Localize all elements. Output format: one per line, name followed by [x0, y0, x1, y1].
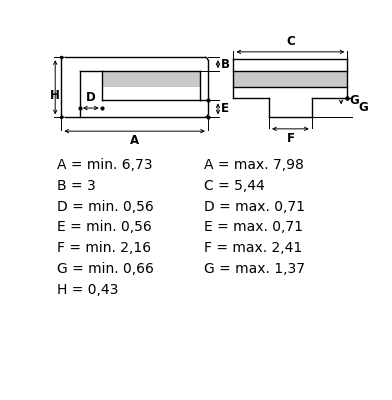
Text: F: F	[287, 132, 294, 145]
Text: H = 0,43: H = 0,43	[57, 283, 118, 297]
Text: F = min. 2,16: F = min. 2,16	[57, 241, 151, 255]
Text: A = min. 6,73: A = min. 6,73	[57, 158, 152, 172]
Text: A: A	[130, 134, 139, 147]
Text: D: D	[86, 91, 96, 104]
Bar	[102, 71, 200, 86]
Text: E = max. 0,71: E = max. 0,71	[204, 220, 303, 234]
Text: B = 3: B = 3	[57, 179, 96, 193]
Text: G: G	[358, 101, 368, 114]
Bar	[234, 59, 347, 98]
Text: G: G	[349, 94, 359, 107]
Text: E: E	[221, 102, 229, 115]
Text: C = 5,44: C = 5,44	[204, 179, 265, 193]
Text: E = min. 0,56: E = min. 0,56	[57, 220, 151, 234]
Text: H: H	[50, 89, 60, 102]
Bar	[234, 71, 347, 86]
Text: D = min. 0,56: D = min. 0,56	[57, 200, 154, 214]
Bar	[269, 98, 312, 117]
Text: C: C	[286, 35, 295, 48]
Text: D = max. 0,71: D = max. 0,71	[204, 200, 305, 214]
Text: G = min. 0,66: G = min. 0,66	[57, 262, 154, 276]
Bar	[62, 57, 208, 117]
Text: A = max. 7,98: A = max. 7,98	[204, 158, 304, 172]
Text: F = max. 2,41: F = max. 2,41	[204, 241, 302, 255]
Text: B: B	[221, 58, 230, 71]
Text: G = max. 1,37: G = max. 1,37	[204, 262, 305, 276]
